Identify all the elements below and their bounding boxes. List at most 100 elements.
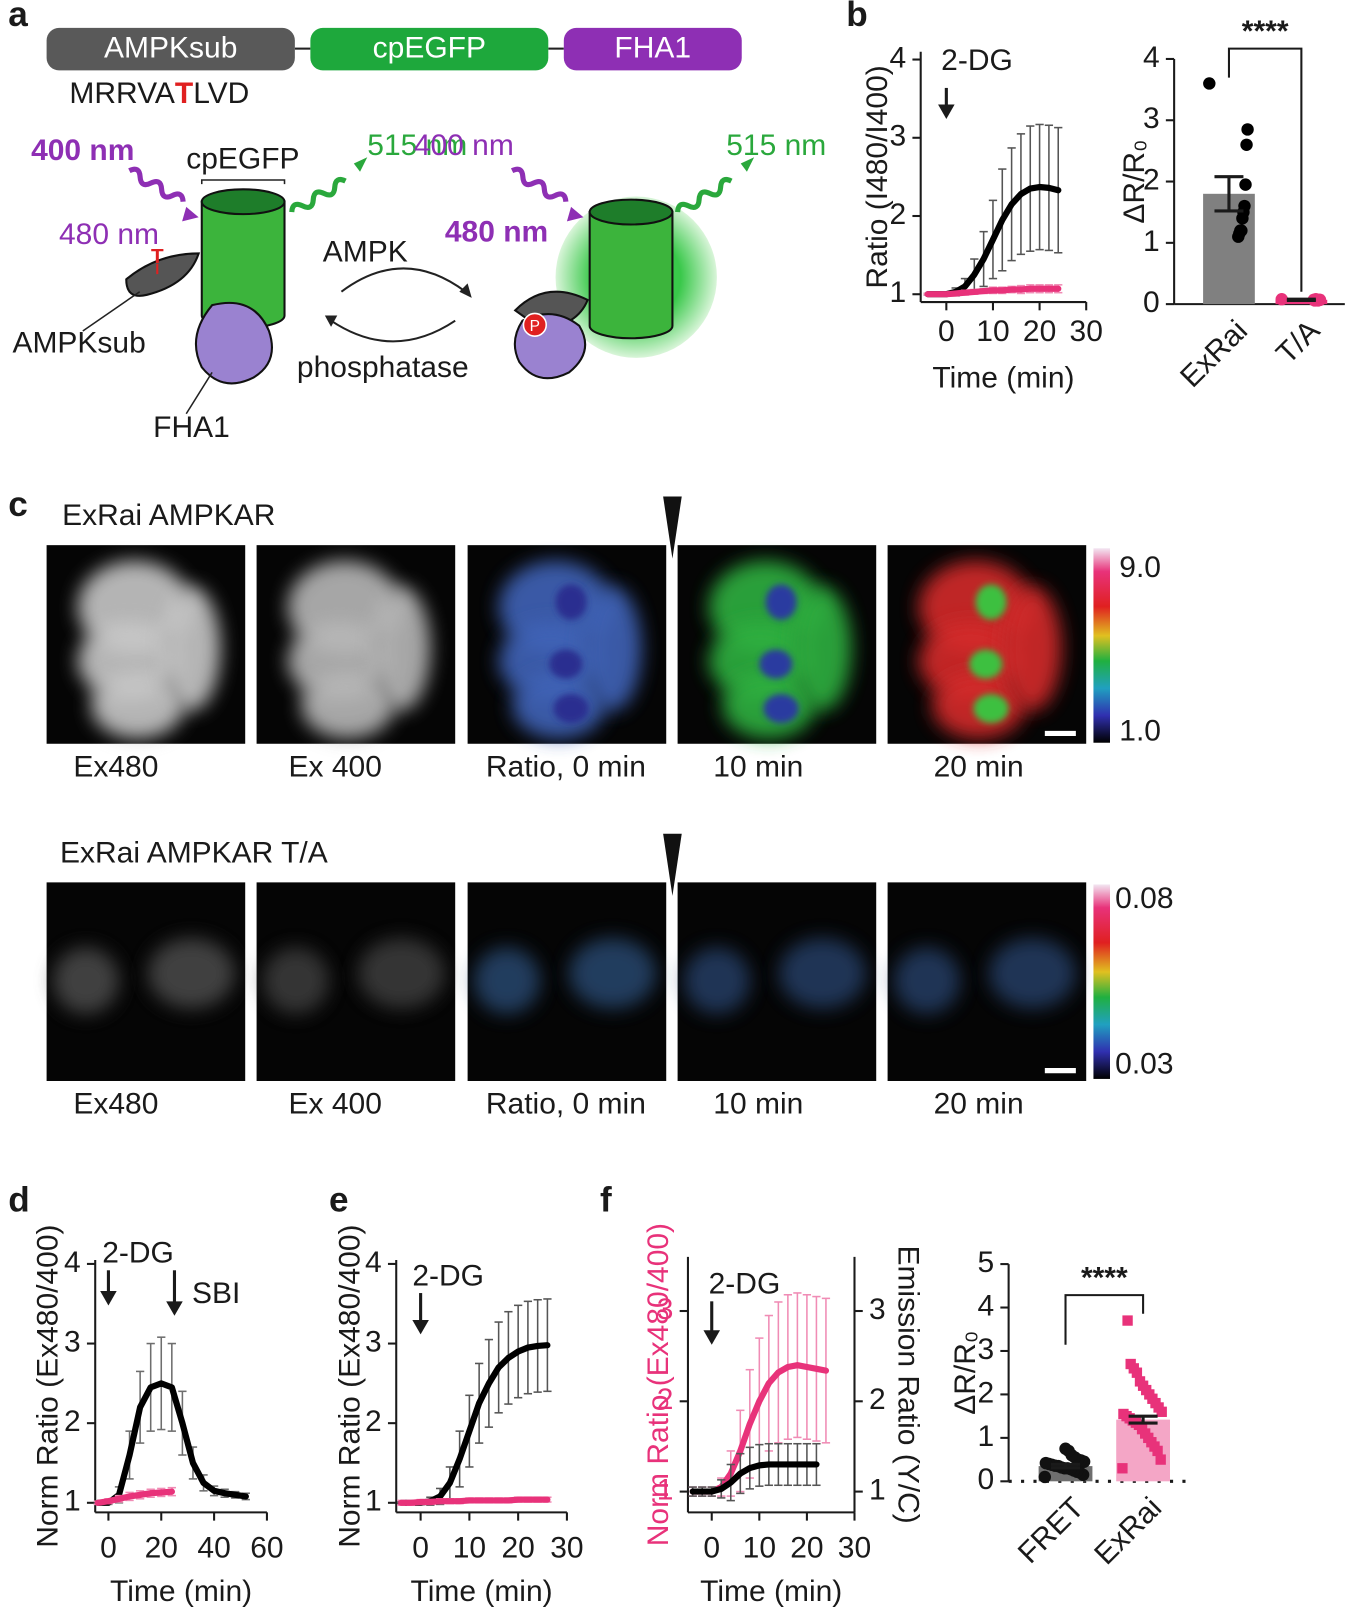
x-tick-label: 30 xyxy=(1070,315,1103,348)
nucleus xyxy=(555,584,587,620)
row-title: ExRai AMPKAR xyxy=(62,499,275,532)
y-tick-label: 2 xyxy=(977,1376,994,1409)
data-point xyxy=(1155,1454,1166,1465)
y-tick-label: 1 xyxy=(657,1474,674,1507)
y-tick-label: 2 xyxy=(869,1383,886,1416)
arrowhead xyxy=(324,315,338,327)
x-tick-label: 0 xyxy=(938,315,955,348)
leader xyxy=(185,371,213,415)
treatment-marker xyxy=(663,833,682,896)
y-tick-label: 3 xyxy=(869,1293,886,1326)
significance-label: **** xyxy=(1081,1262,1128,1295)
cell-signal xyxy=(583,586,642,711)
y-tick-label: 4 xyxy=(890,41,907,74)
error-bar xyxy=(1051,1462,1080,1470)
y-tick-label: 4 xyxy=(365,1246,382,1279)
image-caption: 10 min xyxy=(713,1088,803,1121)
bracket xyxy=(200,179,286,185)
panel-label: c xyxy=(8,485,28,524)
y-tick-label: 3 xyxy=(657,1293,674,1326)
substrate xyxy=(125,252,201,297)
data-point xyxy=(1236,212,1249,225)
cylinder xyxy=(588,211,674,340)
y-tick-label: 2 xyxy=(890,198,907,231)
y-tick-label: 4 xyxy=(977,1289,994,1322)
leader xyxy=(82,291,141,332)
annotation: 2-DG xyxy=(412,1259,484,1292)
image-caption: Ratio, 0 min xyxy=(486,1088,646,1121)
excitation-label: 400 nm xyxy=(31,134,134,167)
x-tick-label: 0 xyxy=(100,1532,117,1565)
data-point xyxy=(1039,1456,1053,1470)
category-label: T/A xyxy=(1270,314,1326,370)
treatment-marker xyxy=(663,496,682,559)
nucleus xyxy=(553,694,589,724)
cell-signal xyxy=(893,947,961,1014)
nucleus xyxy=(975,584,1007,620)
arrowhead xyxy=(740,157,755,172)
sequence: MRRVATLVD xyxy=(69,77,249,110)
domain-box xyxy=(310,27,549,71)
y-tick-label: 3 xyxy=(365,1325,382,1358)
colorbar xyxy=(1093,884,1110,1079)
domain-box xyxy=(46,27,295,71)
data-line xyxy=(397,1496,551,1506)
nucleus xyxy=(763,694,799,724)
data-point xyxy=(1059,1442,1072,1455)
nucleus xyxy=(973,694,1009,724)
image-caption: Ex480 xyxy=(73,751,158,784)
cell-signal xyxy=(1003,586,1062,711)
data-point xyxy=(1038,1470,1052,1484)
x-tick-label: 30 xyxy=(550,1532,583,1565)
y2-axis-label: Emission Ratio (Y/C) xyxy=(891,1245,924,1523)
annotation: 2-DG xyxy=(102,1237,174,1270)
y-tick-label: 3 xyxy=(64,1325,81,1358)
phosphatase-label: phosphatase xyxy=(297,351,469,384)
panel-label: b xyxy=(846,0,867,34)
y-axis-label: Ratio (I480/I400) xyxy=(861,65,894,288)
panel-label: d xyxy=(8,1180,29,1219)
cell-signal xyxy=(262,947,329,1014)
data-point xyxy=(1241,123,1254,136)
x-tick-label: 20 xyxy=(145,1532,178,1565)
significance-bracket xyxy=(1227,47,1303,292)
y-tick-label: 2 xyxy=(657,1383,674,1416)
arrowhead xyxy=(703,1330,721,1345)
y-tick-label: 2 xyxy=(64,1405,81,1438)
data-point xyxy=(1275,293,1288,306)
data-point xyxy=(1118,1408,1129,1420)
y-tick-label: 1 xyxy=(64,1485,81,1518)
data-point xyxy=(1240,138,1253,151)
cell-signal xyxy=(372,586,431,711)
x-tick-label: 20 xyxy=(1023,315,1056,348)
cell-signal xyxy=(793,586,852,711)
domain-box xyxy=(563,27,742,71)
forward-arrow xyxy=(340,267,467,293)
y-axis-label: Norm Ratio (Ex480/400) xyxy=(334,1224,367,1547)
kinase-label: AMPK xyxy=(323,235,408,268)
x-tick-label: 20 xyxy=(501,1532,534,1565)
x-tick-label: 10 xyxy=(743,1532,776,1565)
colorbar xyxy=(1093,548,1110,743)
y-tick-label: 0 xyxy=(977,1463,994,1496)
data-line xyxy=(924,285,1062,298)
data-point xyxy=(1239,178,1252,191)
arrowhead xyxy=(459,283,472,298)
annotation: 2-DG xyxy=(709,1268,781,1301)
cylinder-top xyxy=(200,188,286,216)
x-axis-label: Time (min) xyxy=(700,1575,842,1608)
y-tick-label: 0 xyxy=(1143,286,1160,319)
significance-bracket xyxy=(1064,1294,1145,1345)
fha1-blob xyxy=(194,301,273,385)
emission-label: 515 nm xyxy=(726,129,826,162)
wave xyxy=(675,176,733,213)
x-axis-label: Time (min) xyxy=(932,362,1074,395)
data-line xyxy=(94,1380,249,1506)
x-tick-label: 10 xyxy=(453,1532,486,1565)
nucleus xyxy=(549,649,583,679)
row-title: ExRai AMPKAR T/A xyxy=(60,836,328,869)
y-axis-label: Norm Ratio (Ex480/400) xyxy=(32,1224,65,1547)
data-line xyxy=(397,1342,551,1506)
